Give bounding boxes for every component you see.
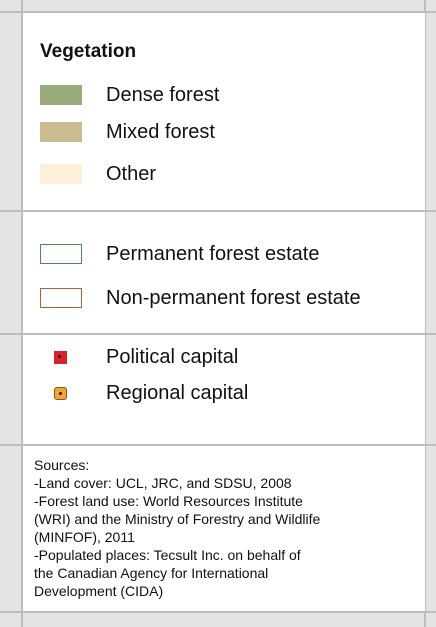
frame-line [21, 0, 23, 627]
frame-line [424, 0, 426, 627]
source-line: (WRI) and the Ministry of Forestry and W… [34, 511, 321, 527]
item-label: Mixed forest [106, 121, 215, 143]
source-line: Sources: [34, 457, 90, 473]
source-line: (MINFOF), 2011 [34, 529, 135, 545]
swatch [40, 85, 82, 105]
estate-panel: Permanent forest estate Non-permanent for… [23, 212, 425, 333]
symbol [54, 387, 67, 400]
frame-line [0, 333, 436, 335]
item-label: Regional capital [106, 382, 249, 404]
sources-panel: Sources: -Land cover: UCL, JRC, and SDSU,… [23, 446, 425, 611]
capital-panel: Political capital Regional capital [23, 335, 425, 444]
source-line: -Forest land use: World Resources Instit… [34, 493, 303, 509]
source-line: -Land cover: UCL, JRC, and SDSU, 2008 [34, 475, 292, 491]
section-title: Vegetation [40, 41, 137, 62]
item-label: Political capital [106, 346, 239, 368]
frame-line [0, 611, 436, 613]
swatch [40, 122, 82, 142]
item-label: Other [106, 163, 157, 185]
item-label: Non-permanent forest estate [106, 287, 361, 309]
source-line: Development (CIDA) [34, 583, 164, 599]
symbol-dot [59, 392, 62, 395]
frame-line [0, 444, 436, 446]
swatch [40, 244, 82, 264]
swatch [40, 164, 82, 184]
frame-line [0, 210, 436, 212]
frame-line [0, 11, 436, 13]
item-label: Permanent forest estate [106, 243, 320, 265]
swatch [40, 288, 82, 308]
symbol [54, 351, 67, 364]
vegetation-panel: Vegetation Dense forest Mixed forest Other [23, 13, 425, 210]
symbol-dot [58, 355, 61, 358]
sources-text: Sources: -Land cover: UCL, JRC, and SDSU,… [34, 456, 320, 600]
item-label: Dense forest [106, 84, 220, 106]
source-line: the Canadian Agency for International [34, 565, 269, 581]
source-line: -Populated places: Tecsult Inc. on behal… [34, 547, 301, 563]
